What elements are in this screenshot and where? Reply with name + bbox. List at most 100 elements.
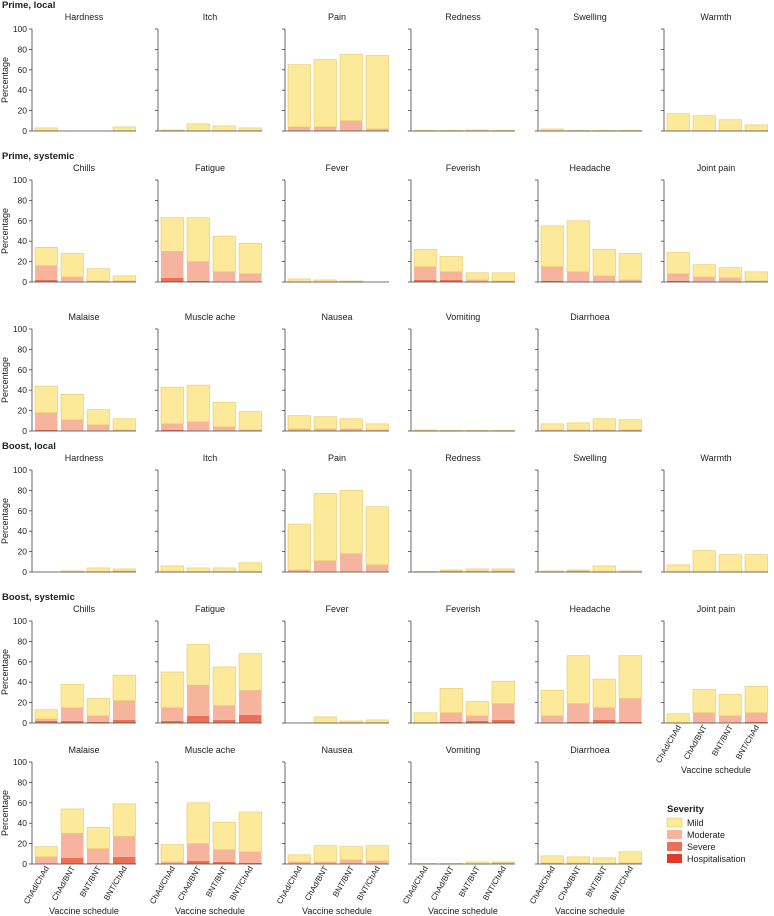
bar-segment-mild: [313, 59, 337, 128]
bar-segment-mild: [566, 856, 590, 864]
bar-segment-mild: [34, 385, 58, 413]
bar-segment-moderate: [567, 570, 590, 572]
section-title: Prime, local: [2, 0, 55, 11]
bar-segment-moderate: [440, 271, 463, 280]
bar-segment-severe: [113, 856, 136, 864]
bar-segment-mild: [744, 685, 768, 714]
bar-segment-mild: [86, 268, 110, 282]
bar-segment-mild: [34, 709, 58, 720]
bar-segment-mild: [86, 567, 110, 573]
bar-segment-mild: [339, 846, 363, 861]
bar-segment-moderate: [113, 836, 136, 857]
bar-segment-mild: [112, 568, 136, 572]
panel: Diarrhoea: [535, 745, 642, 865]
y-axis-label: Percentage: [0, 790, 10, 836]
panel-title: Feverish: [446, 604, 481, 614]
bar-segment-moderate: [492, 280, 515, 282]
panel-title: Muscle ache: [185, 745, 236, 755]
bar-segment-moderate: [113, 429, 136, 431]
bar-segment-mild: [744, 124, 768, 132]
bar-segment-severe: [440, 721, 463, 723]
panel: Pain: [282, 453, 389, 573]
panel-title: Fever: [325, 163, 348, 173]
panel-title: Swelling: [573, 12, 607, 22]
bar-segment-mild: [34, 846, 58, 858]
bar-segment-mild: [540, 423, 564, 431]
bar-segment-moderate: [61, 419, 84, 431]
bar-segment-moderate: [288, 861, 311, 864]
bar-segment-mild: [160, 217, 184, 252]
x-tick-label: ChAd/BNT: [50, 864, 77, 902]
bar-segment-severe: [567, 721, 590, 723]
bar-segment-moderate: [187, 261, 210, 281]
panel: Fatigue: [155, 163, 262, 283]
panel: Chills 0 20 40 60 80 100: [13, 163, 136, 287]
bar-segment-mild: [112, 126, 136, 132]
x-tick-label: BNT/BNT: [204, 864, 229, 898]
bar-segment-severe: [161, 277, 184, 282]
panel-title: Redness: [445, 12, 481, 22]
x-axis-label: Vaccine schedule: [302, 906, 372, 916]
bar-segment-moderate: [288, 428, 311, 431]
panel: Joint pain: [661, 163, 768, 283]
bar-segment-moderate: [541, 429, 564, 431]
panel-title: Nausea: [321, 312, 352, 322]
y-tick-label: 0: [22, 126, 27, 136]
y-tick-label: 80: [18, 777, 28, 787]
bar-segment-mild: [238, 811, 262, 853]
y-tick-label: 100: [13, 175, 27, 185]
bar-segment-mild: [592, 249, 616, 277]
x-tick-label: BNT/ChAd: [102, 865, 129, 903]
y-tick-label: 0: [22, 567, 27, 577]
panel: Malaise 0 20 40 60 80 100: [13, 745, 136, 869]
bar-segment-mild: [60, 393, 84, 421]
bar-segment-moderate: [35, 718, 58, 721]
y-tick-label: 40: [18, 677, 28, 687]
x-tick-label: ChAd/BNT: [303, 864, 330, 902]
bar-segment-mild: [666, 113, 690, 132]
panel-title: Headache: [569, 163, 610, 173]
bar-segment-moderate: [619, 698, 642, 722]
panel-title: Vomiting: [446, 745, 481, 755]
bar-segment-moderate: [35, 412, 58, 430]
y-tick-label: 60: [18, 657, 28, 667]
panel: Fatigue: [155, 604, 262, 724]
bar-segment-mild: [540, 855, 564, 864]
x-axis-label: Vaccine schedule: [555, 906, 625, 916]
bar-segment-mild: [339, 54, 363, 122]
bar-segment-mild: [212, 567, 236, 573]
panel-title: Warmth: [700, 12, 731, 22]
bar-segment-moderate: [719, 277, 742, 282]
bar-segment-moderate: [288, 569, 311, 572]
bar-segment-mild: [540, 690, 564, 717]
legend-swatch: [667, 842, 682, 851]
panel: Nausea: [282, 745, 389, 865]
bar-segment-mild: [439, 688, 463, 714]
panel: Itch: [155, 12, 262, 132]
bar-segment-mild: [365, 55, 389, 130]
panel: Nausea: [282, 312, 389, 432]
section-title: Boost, systemic: [2, 592, 75, 603]
panel-title: Pain: [328, 453, 346, 463]
bar-segment-severe: [466, 720, 489, 723]
panel: Headache: [535, 604, 642, 724]
section-title: Prime, systemic: [2, 151, 74, 162]
y-tick-label: 80: [18, 195, 28, 205]
bar-segment-severe: [213, 861, 236, 864]
bar-segment-severe: [187, 715, 210, 723]
bar-segment-mild: [186, 644, 210, 686]
panel: Vomiting: [408, 312, 515, 432]
y-axis-label: Percentage: [0, 649, 10, 695]
bar-segment-moderate: [719, 715, 742, 723]
y-tick-label: 60: [18, 216, 28, 226]
bar-segment-mild: [744, 554, 768, 573]
bar-segment-moderate: [340, 120, 363, 131]
bar-segment-mild: [160, 844, 184, 863]
bar-segment-moderate: [340, 553, 363, 572]
bar-segment-mild: [212, 125, 236, 132]
bar-segment-moderate: [61, 833, 84, 858]
bar-segment-severe: [187, 860, 210, 864]
legend-swatch: [666, 817, 683, 828]
bar-segment-moderate: [187, 685, 210, 716]
bar-segment-moderate: [187, 843, 210, 861]
